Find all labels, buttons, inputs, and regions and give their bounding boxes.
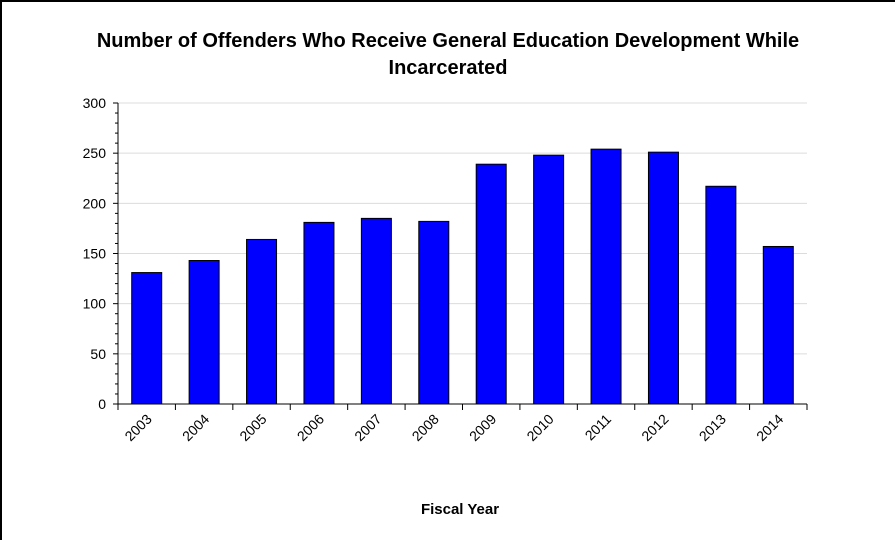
chart-title-line-1: Number of Offenders Who Receive General …: [96, 30, 800, 52]
y-tick-label: 250: [83, 145, 107, 161]
x-tick-label: 2009: [466, 411, 499, 444]
bar-2011: [590, 148, 622, 405]
x-tick-label: 2006: [294, 411, 327, 444]
x-axis-label: Fiscal Year: [420, 501, 500, 518]
bar-2004: [188, 260, 220, 405]
bar-2010: [533, 154, 565, 405]
bar-2009: [475, 163, 507, 405]
bar-2006: [303, 221, 335, 405]
chart-title: Number of Offenders Who Receive General …: [0, 28, 896, 82]
x-tick-label: 2014: [753, 411, 786, 444]
y-tick-label: 200: [83, 195, 107, 211]
x-tick-label: 2003: [121, 411, 154, 444]
x-tick-label: 2008: [409, 411, 442, 444]
bar-2003: [131, 272, 163, 405]
bar-2007: [360, 217, 392, 405]
x-tick-label: 2010: [523, 411, 556, 444]
x-tick-label: 2012: [638, 411, 671, 444]
x-tick-label: 2007: [351, 411, 384, 444]
y-tick-label: 0: [98, 396, 106, 412]
y-tick-label: 50: [90, 346, 106, 362]
x-tick-label: 2011: [582, 411, 615, 444]
bar-2012: [647, 151, 679, 405]
bar-2008: [418, 220, 450, 405]
bar-chart: 0 50 100 150 200 250 300 2003 2004 2005 2006 2007 20…: [83, 95, 808, 444]
y-tick-label: 150: [83, 246, 107, 262]
y-tick-label: 300: [83, 95, 107, 111]
x-tick-label: 2004: [179, 411, 212, 444]
bar-2014: [762, 245, 794, 405]
bar-2013: [705, 185, 737, 405]
x-tick-label: 2005: [236, 411, 269, 444]
x-tick-label: 2013: [696, 411, 729, 444]
bar-2005: [246, 238, 278, 405]
y-tick-label: 100: [83, 296, 107, 312]
chart-title-line-2: Incarcerated: [388, 57, 508, 79]
